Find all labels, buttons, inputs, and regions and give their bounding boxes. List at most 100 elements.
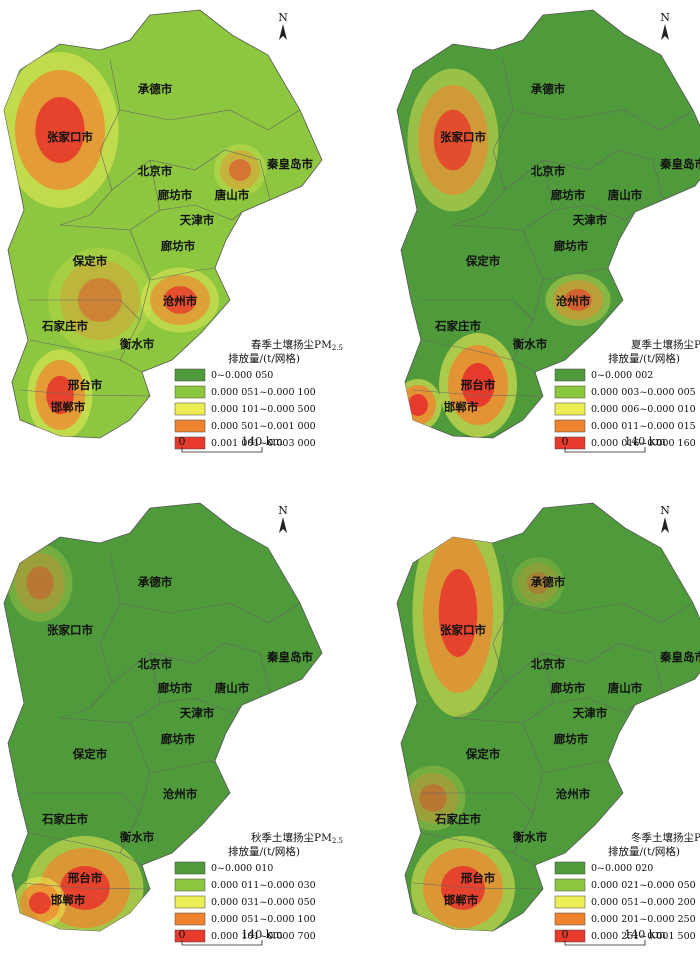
legend-swatch <box>554 929 586 943</box>
boundary <box>422 832 514 854</box>
hotspot-outer <box>7 544 73 622</box>
legend-title: 冬季土壤扬尘PM2.5 <box>631 831 700 845</box>
city-label: 衡水市 <box>513 337 548 351</box>
boundary <box>421 792 534 814</box>
boundary <box>59 59 121 226</box>
city-label: 承德市 <box>530 575 566 589</box>
city-label: 保定市 <box>72 254 108 268</box>
legend-title-text: 冬季土壤扬尘PM <box>631 831 700 844</box>
legend-swatch <box>554 436 586 450</box>
north-arrow <box>279 24 287 40</box>
hotspot-core <box>438 569 478 657</box>
city-label: 天津市 <box>180 706 215 720</box>
boundary <box>111 642 271 694</box>
scale-end: 140 km <box>624 928 666 941</box>
city-label: 秦皇岛市 <box>266 157 313 171</box>
legend-item: 0.000 101~0.000 500 <box>211 404 316 415</box>
boundary <box>452 59 514 226</box>
legend-item: 0.000 016~0.000 160 <box>591 438 696 449</box>
city-label: 廊坊市 <box>158 188 193 202</box>
city-label: 廊坊市 <box>551 681 586 695</box>
legend-item: 0.001 001~0.003 000 <box>211 438 316 449</box>
hotspot-core <box>408 394 428 416</box>
boundary <box>28 792 141 814</box>
city-label: 石家庄市 <box>41 812 88 826</box>
hotspots <box>4 52 266 438</box>
city-label: 廊坊市 <box>158 681 193 695</box>
boundary <box>504 642 664 694</box>
legend-unit: 排放量/(t/网格) <box>608 845 680 858</box>
city-label: 廊坊市 <box>161 239 196 253</box>
boundary <box>412 389 544 397</box>
city-label: 石家庄市 <box>434 319 481 333</box>
city-label: 沧州市 <box>163 787 198 801</box>
legend-item: 0~0.000 002 <box>591 370 653 381</box>
legend-swatch <box>554 895 586 909</box>
legend-item: 0.000 501~0.001 000 <box>211 421 316 432</box>
city-label: 邯郸市 <box>444 893 479 907</box>
city-label: 保定市 <box>465 254 501 268</box>
boundary <box>542 267 609 281</box>
hotspot-core <box>441 866 485 910</box>
scale-start: 0 <box>562 435 569 448</box>
legend-swatch <box>554 402 586 416</box>
scale-bar <box>181 447 263 453</box>
city-label: 唐山市 <box>214 188 250 202</box>
city-label: 石家庄市 <box>434 812 481 826</box>
legend-unit: 排放量/(t/网格) <box>608 352 680 365</box>
legend-item: 0.000 006~0.000 010 <box>591 404 696 415</box>
legend-swatch <box>554 368 586 382</box>
city-label: 邢台市 <box>67 871 103 885</box>
scale-bar <box>564 940 646 946</box>
city-label: 衡水市 <box>513 830 548 844</box>
legend-swatch <box>174 912 206 926</box>
city-label: 秦皇岛市 <box>659 650 700 664</box>
scale-end: 140 km <box>241 435 283 448</box>
city-label: 秦皇岛市 <box>266 650 313 664</box>
legend-item: 0.000 051~0.000 100 <box>211 387 316 398</box>
city-label: 天津市 <box>573 213 608 227</box>
city-label: 张家口市 <box>47 130 93 144</box>
legend-title: 夏季土壤扬尘PM2.5 <box>631 338 700 352</box>
legend-title: 春季土壤扬尘PM2.5 <box>251 338 343 352</box>
city-label: 廊坊市 <box>551 188 586 202</box>
city-label: 石家庄市 <box>41 319 88 333</box>
legend-swatch <box>174 402 206 416</box>
boundary <box>512 109 694 131</box>
legend-title-text: 夏季土壤扬尘PM <box>631 338 700 351</box>
map-panel: 承德市张家口市北京市廊坊市唐山市秦皇岛市天津市廊坊市保定市沧州市石家庄市衡水市邢… <box>396 9 700 453</box>
hotspot-outer <box>512 557 564 609</box>
city-label: 秦皇岛市 <box>659 157 700 171</box>
city-label: 承德市 <box>137 575 173 589</box>
legend-swatch <box>174 419 206 433</box>
boundary <box>512 602 694 624</box>
city-label: 保定市 <box>465 747 501 761</box>
legend-item: 0.000 011~0.000 015 <box>591 421 696 432</box>
legend-item: 0~0.000 050 <box>211 370 273 381</box>
legend-swatch <box>174 385 206 399</box>
boundary <box>119 602 301 624</box>
legend-item: 0.000 101~0.000 700 <box>211 931 316 942</box>
city-label: 张家口市 <box>440 623 486 637</box>
legend-swatch <box>554 385 586 399</box>
city-label: 北京市 <box>138 657 173 671</box>
boundary <box>29 339 121 361</box>
boundary <box>29 832 121 854</box>
legend-swatch <box>174 368 206 382</box>
boundary <box>19 882 151 890</box>
legend-item: 0.000 011~0.000 030 <box>211 880 316 891</box>
boundary <box>28 299 141 321</box>
legend-item: 0.000 251~0.001 500 <box>591 931 696 942</box>
city-label: 天津市 <box>180 213 215 227</box>
hotspot-core <box>564 289 592 311</box>
hotspot-core <box>163 286 197 314</box>
city-label: 北京市 <box>138 164 173 178</box>
scale-start: 0 <box>562 928 569 941</box>
boundary <box>542 652 636 714</box>
scale-end: 140 km <box>624 435 666 448</box>
city-label: 张家口市 <box>47 623 93 637</box>
scale-end: 140 km <box>241 928 283 941</box>
boundary <box>504 149 664 201</box>
city-label: 邯郸市 <box>444 400 479 414</box>
